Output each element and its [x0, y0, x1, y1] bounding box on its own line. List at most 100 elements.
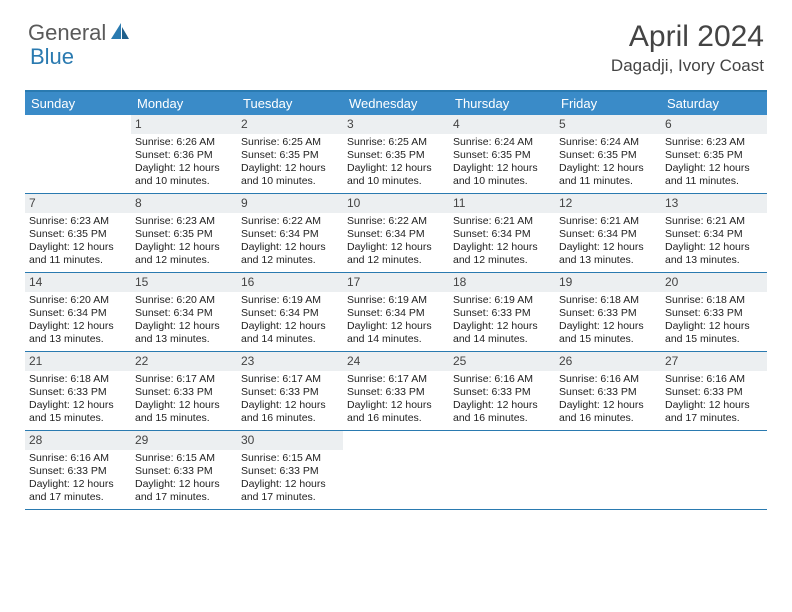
sunrise-line: Sunrise: 6:18 AM	[665, 294, 763, 307]
day-cell: 4Sunrise: 6:24 AMSunset: 6:35 PMDaylight…	[449, 115, 555, 193]
sunset-line: Sunset: 6:34 PM	[135, 307, 233, 320]
day-body: Sunrise: 6:19 AMSunset: 6:34 PMDaylight:…	[343, 292, 449, 351]
day-body: Sunrise: 6:20 AMSunset: 6:34 PMDaylight:…	[131, 292, 237, 351]
sunrise-line: Sunrise: 6:25 AM	[241, 136, 339, 149]
day-number: 3	[343, 115, 449, 134]
day-number: 16	[237, 273, 343, 292]
day-body: Sunrise: 6:16 AMSunset: 6:33 PMDaylight:…	[449, 371, 555, 430]
day-body: Sunrise: 6:16 AMSunset: 6:33 PMDaylight:…	[555, 371, 661, 430]
day-body: Sunrise: 6:25 AMSunset: 6:35 PMDaylight:…	[343, 134, 449, 193]
sunrise-line: Sunrise: 6:17 AM	[135, 373, 233, 386]
day-body: Sunrise: 6:18 AMSunset: 6:33 PMDaylight:…	[555, 292, 661, 351]
day-number: 4	[449, 115, 555, 134]
day-body: Sunrise: 6:18 AMSunset: 6:33 PMDaylight:…	[661, 292, 767, 351]
sunset-line: Sunset: 6:34 PM	[241, 228, 339, 241]
daylight-line: Daylight: 12 hours and 11 minutes.	[665, 162, 763, 188]
day-number: 22	[131, 352, 237, 371]
daylight-line: Daylight: 12 hours and 13 minutes.	[29, 320, 127, 346]
empty-cell	[25, 115, 131, 193]
day-body: Sunrise: 6:22 AMSunset: 6:34 PMDaylight:…	[237, 213, 343, 272]
daylight-line: Daylight: 12 hours and 13 minutes.	[665, 241, 763, 267]
empty-cell	[555, 431, 661, 509]
daylight-line: Daylight: 12 hours and 16 minutes.	[241, 399, 339, 425]
week-row: 28Sunrise: 6:16 AMSunset: 6:33 PMDayligh…	[25, 431, 767, 510]
day-number: 27	[661, 352, 767, 371]
day-cell: 8Sunrise: 6:23 AMSunset: 6:35 PMDaylight…	[131, 194, 237, 272]
day-header: Tuesday	[237, 92, 343, 115]
sunset-line: Sunset: 6:34 PM	[347, 307, 445, 320]
empty-cell	[661, 431, 767, 509]
day-cell: 15Sunrise: 6:20 AMSunset: 6:34 PMDayligh…	[131, 273, 237, 351]
day-cell: 12Sunrise: 6:21 AMSunset: 6:34 PMDayligh…	[555, 194, 661, 272]
day-number: 21	[25, 352, 131, 371]
sunset-line: Sunset: 6:33 PM	[665, 307, 763, 320]
day-header: Wednesday	[343, 92, 449, 115]
day-cell: 23Sunrise: 6:17 AMSunset: 6:33 PMDayligh…	[237, 352, 343, 430]
logo: General	[28, 20, 134, 46]
day-number: 14	[25, 273, 131, 292]
daylight-line: Daylight: 12 hours and 17 minutes.	[135, 478, 233, 504]
day-cell: 2Sunrise: 6:25 AMSunset: 6:35 PMDaylight…	[237, 115, 343, 193]
day-cell: 13Sunrise: 6:21 AMSunset: 6:34 PMDayligh…	[661, 194, 767, 272]
sunset-line: Sunset: 6:34 PM	[347, 228, 445, 241]
sunrise-line: Sunrise: 6:16 AM	[29, 452, 127, 465]
sunset-line: Sunset: 6:35 PM	[241, 149, 339, 162]
sunset-line: Sunset: 6:33 PM	[241, 386, 339, 399]
daylight-line: Daylight: 12 hours and 10 minutes.	[453, 162, 551, 188]
sunset-line: Sunset: 6:33 PM	[559, 307, 657, 320]
day-body: Sunrise: 6:24 AMSunset: 6:35 PMDaylight:…	[449, 134, 555, 193]
sunset-line: Sunset: 6:34 PM	[29, 307, 127, 320]
day-body: Sunrise: 6:21 AMSunset: 6:34 PMDaylight:…	[555, 213, 661, 272]
week-row: 21Sunrise: 6:18 AMSunset: 6:33 PMDayligh…	[25, 352, 767, 431]
day-body: Sunrise: 6:23 AMSunset: 6:35 PMDaylight:…	[131, 213, 237, 272]
sunrise-line: Sunrise: 6:15 AM	[241, 452, 339, 465]
day-cell: 6Sunrise: 6:23 AMSunset: 6:35 PMDaylight…	[661, 115, 767, 193]
day-number: 19	[555, 273, 661, 292]
day-header-row: SundayMondayTuesdayWednesdayThursdayFrid…	[25, 92, 767, 115]
day-body: Sunrise: 6:23 AMSunset: 6:35 PMDaylight:…	[661, 134, 767, 193]
day-number: 29	[131, 431, 237, 450]
daylight-line: Daylight: 12 hours and 17 minutes.	[241, 478, 339, 504]
month-title: April 2024	[611, 20, 764, 54]
day-body: Sunrise: 6:17 AMSunset: 6:33 PMDaylight:…	[131, 371, 237, 430]
logo-text-general: General	[28, 20, 106, 46]
daylight-line: Daylight: 12 hours and 15 minutes.	[29, 399, 127, 425]
sunrise-line: Sunrise: 6:24 AM	[559, 136, 657, 149]
day-number: 7	[25, 194, 131, 213]
day-body: Sunrise: 6:16 AMSunset: 6:33 PMDaylight:…	[661, 371, 767, 430]
daylight-line: Daylight: 12 hours and 10 minutes.	[347, 162, 445, 188]
sunset-line: Sunset: 6:33 PM	[135, 465, 233, 478]
day-body: Sunrise: 6:22 AMSunset: 6:34 PMDaylight:…	[343, 213, 449, 272]
location: Dagadji, Ivory Coast	[611, 56, 764, 76]
sunrise-line: Sunrise: 6:21 AM	[559, 215, 657, 228]
sunrise-line: Sunrise: 6:24 AM	[453, 136, 551, 149]
day-number: 20	[661, 273, 767, 292]
day-body: Sunrise: 6:25 AMSunset: 6:35 PMDaylight:…	[237, 134, 343, 193]
sunset-line: Sunset: 6:35 PM	[665, 149, 763, 162]
sunrise-line: Sunrise: 6:22 AM	[347, 215, 445, 228]
day-number: 11	[449, 194, 555, 213]
daylight-line: Daylight: 12 hours and 15 minutes.	[135, 399, 233, 425]
daylight-line: Daylight: 12 hours and 10 minutes.	[135, 162, 233, 188]
day-number: 12	[555, 194, 661, 213]
day-cell: 21Sunrise: 6:18 AMSunset: 6:33 PMDayligh…	[25, 352, 131, 430]
day-cell: 5Sunrise: 6:24 AMSunset: 6:35 PMDaylight…	[555, 115, 661, 193]
day-body: Sunrise: 6:26 AMSunset: 6:36 PMDaylight:…	[131, 134, 237, 193]
daylight-line: Daylight: 12 hours and 11 minutes.	[29, 241, 127, 267]
day-body: Sunrise: 6:18 AMSunset: 6:33 PMDaylight:…	[25, 371, 131, 430]
week-row: 14Sunrise: 6:20 AMSunset: 6:34 PMDayligh…	[25, 273, 767, 352]
day-number: 1	[131, 115, 237, 134]
day-body: Sunrise: 6:16 AMSunset: 6:33 PMDaylight:…	[25, 450, 131, 509]
day-body: Sunrise: 6:21 AMSunset: 6:34 PMDaylight:…	[449, 213, 555, 272]
sunrise-line: Sunrise: 6:20 AM	[135, 294, 233, 307]
day-number: 24	[343, 352, 449, 371]
day-number: 6	[661, 115, 767, 134]
day-number: 15	[131, 273, 237, 292]
sunrise-line: Sunrise: 6:18 AM	[29, 373, 127, 386]
sunset-line: Sunset: 6:34 PM	[453, 228, 551, 241]
sunset-line: Sunset: 6:35 PM	[135, 228, 233, 241]
sunset-line: Sunset: 6:33 PM	[453, 307, 551, 320]
sunrise-line: Sunrise: 6:21 AM	[665, 215, 763, 228]
sunset-line: Sunset: 6:35 PM	[453, 149, 551, 162]
sunset-line: Sunset: 6:34 PM	[241, 307, 339, 320]
